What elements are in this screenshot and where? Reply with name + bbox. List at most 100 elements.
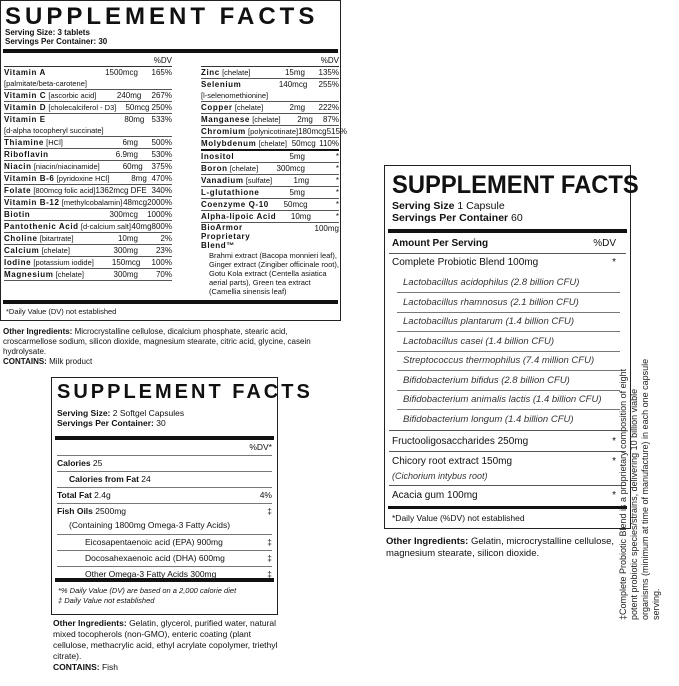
nutrient-dv: 100%: [151, 258, 172, 267]
panel-title: SUPPLEMENT FACTS: [57, 381, 313, 403]
nutrient-name: Pantothenic Acid: [4, 222, 79, 231]
probiotic-strain: Bifidobacterium animalis lactis (1.4 bil…: [397, 391, 620, 410]
contains-text: Fish: [101, 662, 119, 672]
nutrient-amount: 10mg: [290, 212, 311, 221]
nutrient-dv: 340%: [151, 186, 172, 195]
nutrient-name: Vitamin D: [4, 103, 47, 112]
nutrient-amount: 300mg: [113, 246, 138, 255]
nutrient-amount: 50mcg: [291, 139, 316, 148]
fact-row: Fish Oils 2500mg (Containing 1800mg Omega…: [57, 504, 272, 535]
nutrient-form: [sulfate]: [245, 176, 273, 185]
nutrient-row: Vitamin A [palmitate/beta-carotene] 1500mc…: [4, 67, 172, 90]
nutrient-dv: *: [335, 164, 339, 173]
divider-bar: [3, 49, 338, 53]
nutrient-name-cell: Vitamin A [palmitate/beta-carotene]: [4, 67, 88, 89]
nutrient-amount: 80mg: [124, 115, 145, 124]
nutrient-name: Vitamin A: [4, 68, 46, 77]
nutrient-row: Vitamin C [ascorbic acid] 240mg 267%: [4, 90, 172, 102]
nutrient-form: [800mcg folic acid]: [33, 186, 96, 195]
nutrient-row: Copper [chelate] 2mg 222%: [201, 102, 339, 114]
acacia-dv: *: [612, 490, 616, 501]
fact-value: 2500mg: [95, 506, 126, 516]
servings-label: Servings Per Container:: [57, 418, 154, 428]
nutrient-dv: 533%: [151, 115, 172, 124]
fact-value: 600mg: [198, 553, 225, 563]
serving-info: Serving Size: 2 Softgel Capsules Serving…: [57, 408, 184, 428]
nutrient-form: [niacin/niacinamide]: [33, 162, 100, 171]
nutrient-row: Molybdenum [chelate] 50mcg 110%: [201, 138, 339, 151]
serving-size-label: Serving Size:: [57, 408, 111, 418]
nutrient-name-cell: Calcium [chelate]: [4, 245, 88, 256]
nutrient-name: Inositol: [201, 152, 235, 161]
nutrient-name-cell: Vitamin C [ascorbic acid]: [4, 90, 96, 101]
fact-dv: ‡: [267, 506, 272, 516]
nutrient-name-cell: Vitamin E [d-alpha tocopheryl succinate]: [4, 114, 104, 136]
nutrient-name-cell: Pantothenic Acid [d-calcium salt]: [4, 221, 131, 232]
nutrient-form: [chelate]: [258, 139, 287, 148]
footnotes: *% Daily Value (DV) are based on a 2,000…: [58, 586, 236, 606]
nutrient-table-right: %DV Zinc [chelate] 15mg 135% Selenium [l-sel…: [201, 53, 347, 296]
blend-dv: *: [612, 257, 616, 268]
blend-ingredients: Brahmi extract (Bacopa monnieri leaf), G…: [209, 251, 339, 296]
fact-dv: ‡: [267, 537, 272, 547]
nutrient-name-cell: Iodine [potassium iodide]: [4, 257, 94, 268]
proprietary-blend: BioArmor Proprietary Blend™ 100mg Brahmi…: [201, 223, 339, 296]
nutrient-name-cell: Alpha-lipoic Acid: [201, 211, 276, 222]
amount-header: Amount Per Serving: [392, 238, 489, 249]
nutrient-dv: 165%: [151, 68, 172, 77]
contains-label: CONTAINS:: [53, 662, 100, 672]
nutrient-name: Vitamin B-12: [4, 198, 60, 207]
nutrient-row: Niacin [niacin/niacinamide] 60mg 375%: [4, 161, 172, 173]
nutrient-form: [chelate]: [222, 68, 251, 77]
nutrient-row: Alpha-lipoic Acid 10mg *: [201, 211, 339, 223]
nutrient-row: Zinc [chelate] 15mg 135%: [201, 67, 339, 79]
fact-label-cell: Calories 25: [57, 456, 102, 471]
nutrient-form: [potassium iodide]: [33, 258, 94, 267]
nutrient-dv: 800%: [151, 222, 172, 231]
footnote-dv: *% Daily Value (DV) are based on a 2,000…: [58, 586, 237, 595]
dv-header: %DV*: [249, 442, 272, 452]
nutrient-dv: 1000%: [147, 210, 172, 219]
nutrient-row: Magnesium [chelate] 300mg 70%: [4, 269, 172, 281]
nutrient-name-cell: Coenzyme Q-10: [201, 199, 269, 210]
nutrient-form: [pyridoxine HCl]: [56, 174, 110, 183]
other-ingredients: Other Ingredients: Gelatin, microcrystal…: [386, 536, 646, 560]
fact-label: Docosahexaenoic acid (DHA): [85, 553, 197, 563]
contains-label: CONTAINS:: [3, 357, 47, 366]
chicory-dv: *: [612, 456, 616, 467]
nutrient-name-cell: L-glutathione: [201, 187, 263, 198]
nutrient-amount: 6.9mg: [115, 150, 138, 159]
nutrient-amount: 1500mcg: [105, 68, 138, 77]
nutrient-name-cell: Vitamin B-6 [pyridoxine HCl]: [4, 173, 110, 184]
servings-label: Servings Per Container: [392, 212, 509, 224]
nutrient-amount: 150mcg: [111, 258, 141, 267]
probiotic-supplement-facts-panel: SUPPLEMENT FACTS Serving Size 1 Capsule …: [384, 165, 639, 529]
other-ingredients: Other Ingredients: Microcrystalline cell…: [3, 327, 339, 367]
nutrient-dv: 87%: [322, 115, 339, 124]
nutrient-name-cell: Biotin: [4, 209, 88, 220]
nutrient-name: Coenzyme Q-10: [201, 200, 269, 209]
nutrient-name-cell: Inositol: [201, 151, 263, 162]
nutrient-name: Vitamin E: [4, 115, 46, 124]
fact-label-cell: Total Fat 2.4g: [57, 488, 111, 503]
dv-header: %DV: [201, 53, 339, 67]
nutrient-row: Manganese [chelate] 2mg 87%: [201, 114, 339, 126]
nutrient-form: [polynicotinate]: [248, 127, 299, 136]
nutrient-dv: 530%: [151, 150, 172, 159]
nutrient-dv: 135%: [318, 68, 339, 77]
fact-value: 24: [141, 474, 151, 484]
nutrient-row: Inositol 5mg *: [201, 151, 339, 163]
fact-value: 25: [92, 458, 103, 468]
panel-title: SUPPLEMENT FACTS: [392, 171, 639, 199]
probiotic-strain: Lactobacillus casei (1.4 billion CFU): [397, 333, 620, 352]
nutrient-row: Vitamin B-6 [pyridoxine HCl] 8mg 470%: [4, 173, 172, 185]
nutrient-name: Calcium: [4, 246, 40, 255]
nutrient-row: Vitamin B-12 [methylcobalamin] 48mcg 2000%: [4, 197, 172, 209]
nutrient-name: Boron: [201, 164, 228, 173]
dv-header: %DV: [593, 238, 616, 249]
nutrient-name: Copper: [201, 103, 233, 112]
servings-per-container: 30: [156, 418, 166, 428]
nutrient-amount: 140mcg: [278, 80, 308, 89]
nutrient-form: [HCl]: [46, 138, 63, 147]
probiotic-strain: Lactobacillus rhamnosus (2.1 billion CFU…: [397, 294, 620, 313]
